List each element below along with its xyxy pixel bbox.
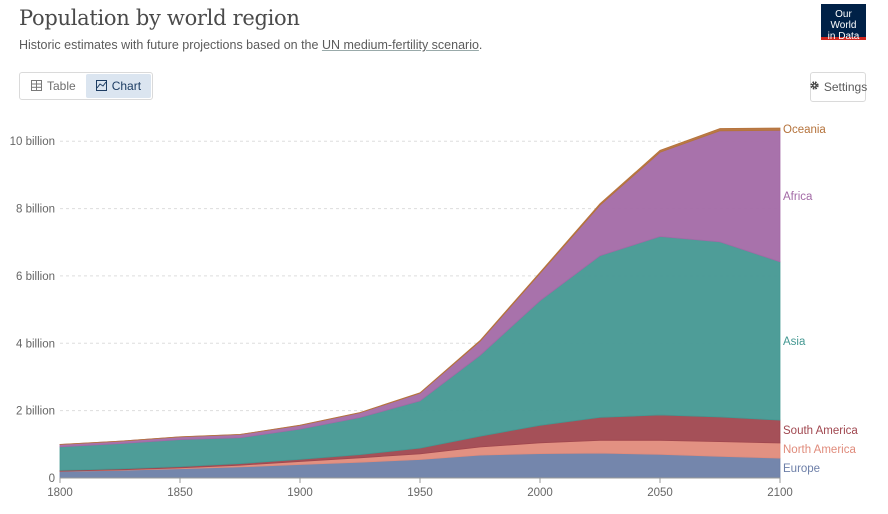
y-tick-label: 8 billion: [16, 204, 55, 216]
legend-label-asia: Asia: [783, 336, 806, 348]
owid-logo[interactable]: Our World in Data: [821, 4, 866, 42]
logo-line-1: Our World: [830, 9, 857, 31]
view-tabs: Table Chart: [19, 72, 154, 100]
y-tick-label: 4 billion: [16, 338, 55, 350]
y-tick-label: 6 billion: [16, 271, 55, 283]
y-tick-label: 10 billion: [10, 136, 55, 148]
chart-icon: [95, 79, 107, 93]
x-tick-label: 2000: [527, 487, 553, 499]
legend-label-north-america: North America: [783, 444, 856, 456]
population-area-chart: 0 2 billion 4 billion 6 billion 8 billion 10 …: [10, 124, 859, 499]
tab-chart[interactable]: Chart: [85, 74, 152, 98]
legend-label-oceania: Oceania: [783, 124, 826, 136]
legend-label-south-america: South America: [783, 425, 858, 437]
x-tick-label: 2100: [767, 487, 793, 499]
area-oceania: [59, 127, 781, 445]
gear-icon: [809, 80, 820, 94]
chart-title: Population by world region: [19, 6, 300, 30]
y-tick-label: 0: [49, 473, 55, 485]
x-tick-label: 1850: [167, 487, 193, 499]
chart-subtitle: Historic estimates with future projectio…: [19, 38, 482, 52]
x-tick-label: 2050: [647, 487, 673, 499]
tab-table-label: Table: [47, 79, 76, 93]
logo-line-2: in Data: [827, 31, 860, 42]
subtitle-text: Historic estimates with future projectio…: [19, 38, 322, 52]
subtitle-suffix: .: [478, 38, 483, 52]
legend-label-europe: Europe: [783, 463, 820, 475]
tab-chart-label: Chart: [111, 79, 142, 93]
settings-label: Settings: [823, 80, 868, 94]
y-tick-label: 2 billion: [16, 406, 55, 418]
settings-button[interactable]: Settings: [809, 72, 868, 102]
table-icon: [31, 79, 42, 93]
un-scenario-link[interactable]: UN medium-fertility scenario: [321, 38, 479, 52]
x-tick-label: 1800: [47, 487, 73, 499]
tab-table[interactable]: Table: [21, 74, 86, 98]
legend-label-africa: Africa: [783, 191, 813, 203]
x-tick-label: 1900: [287, 487, 313, 499]
x-tick-label: 1950: [407, 487, 433, 499]
